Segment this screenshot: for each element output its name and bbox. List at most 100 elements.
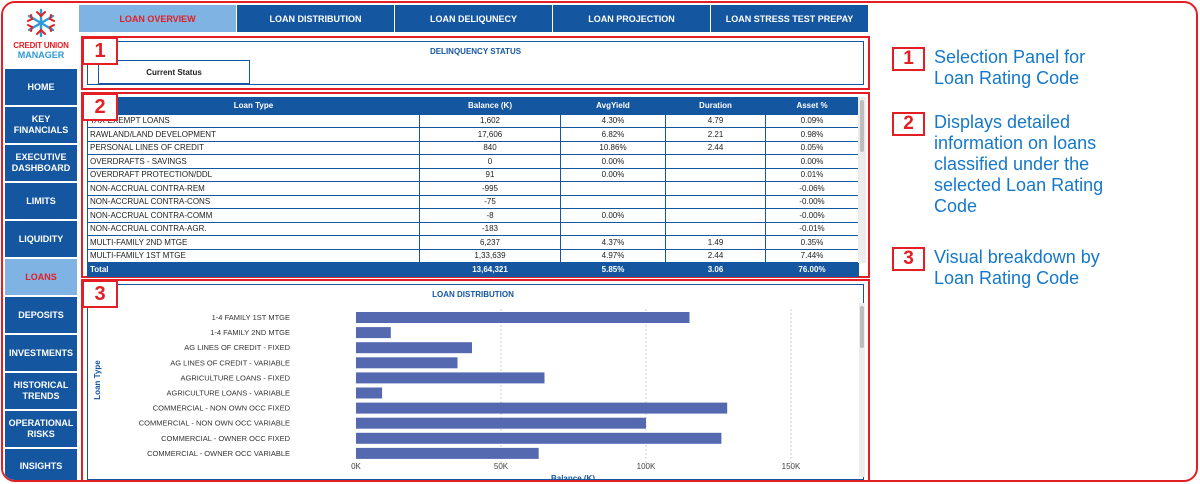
sidebar: CREDIT UNION MANAGER HOME KEY FINANCIALS… [3,3,79,480]
cell-balance: -75 [419,194,561,209]
cell-duration [665,154,766,169]
cell-duration [665,208,766,223]
bar [356,327,391,339]
table-row[interactable]: NON-ACCRUAL CONTRA-AGR. -183 -0.01% [87,221,859,236]
total-asset-pct: 76.00% [765,262,859,277]
x-axis-label: Balance (K) [551,474,595,482]
total-duration: 3.06 [665,262,766,277]
cell-duration: 4.79 [665,113,766,128]
note-badge-1: 1 [892,47,925,71]
table-scrollbar[interactable] [858,97,866,263]
category-label: AG LINES OF CREDIT - VARIABLE [170,358,290,367]
sidebar-item-historical-trends[interactable]: HISTORICAL TRENDS [5,373,77,409]
table-row[interactable]: NON-ACCRUAL CONTRA-CONS -75 -0.00% [87,194,859,209]
category-label: AGRICULTURE LOANS - FIXED [181,373,291,382]
cell-asset-pct: 0.01% [765,167,859,182]
table-row[interactable]: TAX-EXEMPT LOANS 1,602 4.30% 4.79 0.09% [87,113,859,128]
sidebar-item-liquidity[interactable]: LIQUIDITY [5,221,77,257]
sidebar-item-investments[interactable]: INVESTMENTS [5,335,77,371]
column-header-balance[interactable]: Balance (K) [419,97,561,114]
tab-loan-distribution[interactable]: LOAN DISTRIBUTION [237,5,395,32]
cell-avgyield: 10.86% [560,140,666,155]
column-header-duration[interactable]: Duration [665,97,766,114]
column-header-avgyield[interactable]: AvgYield [560,97,666,114]
table-total-row: Total 13,64,321 5.85% 3.06 76.00% [87,262,859,277]
callout-badge-2: 2 [82,93,118,121]
bar [356,447,539,459]
cell-balance: -8 [419,208,561,223]
sidebar-item-executive-dashboard[interactable]: EXECUTIVE DASHBOARD [5,145,77,181]
note-text-2: Displays detailed information on loans c… [934,112,1104,216]
cell-avgyield: 4.30% [560,113,666,128]
loan-table-panel: Loan Type Balance (K) AvgYield Duration … [81,92,870,278]
tab-loan-overview[interactable]: LOAN OVERVIEW [79,5,237,32]
cell-balance: 91 [419,167,561,182]
sidebar-item-home[interactable]: HOME [5,69,77,105]
cell-duration: 1.49 [665,235,766,250]
sidebar-item-insights[interactable]: INSIGHTS [5,449,77,480]
cell-loan-type: TAX-EXEMPT LOANS [87,113,420,128]
table-row[interactable]: OVERDRAFT PROTECTION/DDL 91 0.00% 0.01% [87,167,859,182]
x-tick-label: 100K [637,462,656,471]
loan-distribution-panel: LOAN DISTRIBUTION 0K 50K 100K 150K 1-4 FAMILY… [81,279,870,482]
column-header-loan-type[interactable]: Loan Type [87,97,420,114]
brand-logo: CREDIT UNION MANAGER [3,3,79,67]
cell-avgyield: 0.00% [560,154,666,169]
chart-scrollbar-thumb[interactable] [860,306,864,348]
tab-loan-stress-test-prepay[interactable]: LOAN STRESS TEST PREPAY [711,5,869,32]
top-tabs: LOAN OVERVIEW LOAN DISTRIBUTION LOAN DEL… [79,5,869,32]
table-row[interactable]: MULTI-FAMILY 1ST MTGE 1,33,639 4.97% 2.44 7.… [87,248,859,263]
cell-duration: 2.44 [665,140,766,155]
cell-balance: 1,33,639 [419,248,561,263]
cell-balance: -995 [419,181,561,196]
cell-loan-type: OVERDRAFTS - SAVINGS [87,154,420,169]
total-balance: 13,64,321 [419,262,561,277]
cell-balance: 17,606 [419,127,561,142]
cell-asset-pct: 7.44% [765,248,859,263]
x-tick-label: 50K [494,462,509,471]
current-status-slicer[interactable]: Current Status [98,60,250,84]
cell-duration [665,194,766,209]
cell-avgyield [560,221,666,236]
table-row[interactable]: MULTI-FAMILY 2ND MTGE 6,237 4.37% 1.49 0.35% [87,235,859,250]
cell-loan-type: PERSONAL LINES OF CREDIT [87,140,420,155]
table-header-row: Loan Type Balance (K) AvgYield Duration … [87,97,859,114]
column-header-asset-pct[interactable]: Asset % [765,97,859,114]
cell-asset-pct: -0.01% [765,221,859,236]
table-scrollbar-thumb[interactable] [860,100,864,152]
delinquency-status-panel: DELINQUENCY STATUS Current Status 1 [81,36,870,90]
cell-balance: 1,602 [419,113,561,128]
delinquency-status-title: DELINQUENCY STATUS [429,47,522,56]
table-row[interactable]: PERSONAL LINES OF CREDIT 840 10.86% 2.44 0.0… [87,140,859,155]
chart-scrollbar[interactable] [859,303,865,477]
sidebar-item-limits[interactable]: LIMITS [5,183,77,219]
table-row[interactable]: RAWLAND/LAND DEVELOPMENT 17,606 6.82% 2.21 0… [87,127,859,142]
tab-loan-projection[interactable]: LOAN PROJECTION [553,5,711,32]
tab-loan-delinquency[interactable]: LOAN DELIQUNECY [395,5,553,32]
note-1: 1 Selection Panel for Loan Rating Code [892,47,1124,89]
callout-badge-3: 3 [82,280,118,308]
note-text-3: Visual breakdown by Loan Rating Code [934,247,1100,288]
bar [356,402,728,414]
cell-asset-pct: -0.06% [765,181,859,196]
y-axis-label: Loan Type [93,360,102,400]
cell-asset-pct: 0.98% [765,127,859,142]
table-row[interactable]: NON-ACCRUAL CONTRA-COMM -8 0.00% -0.00% [87,208,859,223]
cell-loan-type: NON-ACCRUAL CONTRA-AGR. [87,221,420,236]
cell-balance: 840 [419,140,561,155]
sidebar-item-operational-risks[interactable]: OPERATIONAL RISKS [5,411,77,447]
sidebar-item-loans[interactable]: LOANS [5,259,77,295]
cell-asset-pct: -0.00% [765,208,859,223]
total-avgyield: 5.85% [560,262,666,277]
table-row[interactable]: OVERDRAFTS - SAVINGS 0 0.00% 0.00% [87,154,859,169]
category-label: AGRICULTURE LOANS - VARIABLE [166,389,290,398]
category-label: 1-4 FAMILY 2ND MTGE [210,328,290,337]
table-row[interactable]: NON-ACCRUAL CONTRA-REM -995 -0.06% [87,181,859,196]
cell-loan-type: OVERDRAFT PROTECTION/DDL [87,167,420,182]
sidebar-item-key-financials[interactable]: KEY FINANCIALS [5,107,77,143]
note-badge-3: 3 [892,247,925,271]
sidebar-item-deposits[interactable]: DEPOSITS [5,297,77,333]
loan-distribution-chart: LOAN DISTRIBUTION 0K 50K 100K 150K 1-4 FAMILY… [93,290,801,482]
brand-line-1: CREDIT UNION [13,41,69,50]
